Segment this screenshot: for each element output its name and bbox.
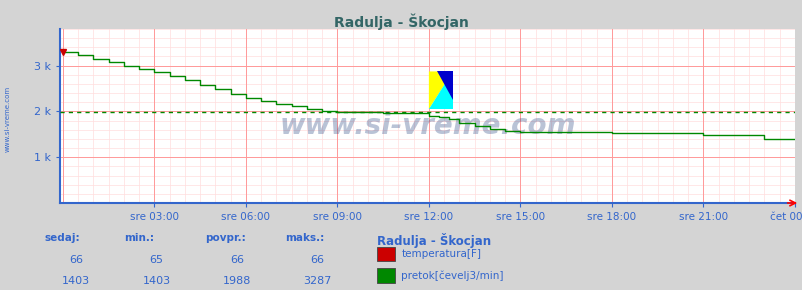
Text: www.si-vreme.com: www.si-vreme.com: [5, 86, 11, 152]
Text: 65: 65: [149, 255, 164, 265]
Text: pretok[čevelj3/min]: pretok[čevelj3/min]: [401, 270, 504, 281]
Text: 3287: 3287: [302, 276, 331, 285]
Text: 66: 66: [69, 255, 83, 265]
Text: 66: 66: [229, 255, 244, 265]
Text: Radulja - Škocjan: Radulja - Škocjan: [334, 13, 468, 30]
Text: maks.:: maks.:: [285, 233, 324, 243]
Text: 1403: 1403: [142, 276, 171, 285]
Text: min.:: min.:: [124, 233, 154, 243]
Text: 1403: 1403: [62, 276, 91, 285]
Text: sedaj:: sedaj:: [44, 233, 79, 243]
Text: povpr.:: povpr.:: [205, 233, 245, 243]
Text: 66: 66: [310, 255, 324, 265]
Text: temperatura[F]: temperatura[F]: [401, 249, 481, 259]
Text: 1988: 1988: [222, 276, 251, 285]
Text: www.si-vreme.com: www.si-vreme.com: [279, 113, 575, 140]
Text: Radulja - Škocjan: Radulja - Škocjan: [377, 233, 491, 249]
